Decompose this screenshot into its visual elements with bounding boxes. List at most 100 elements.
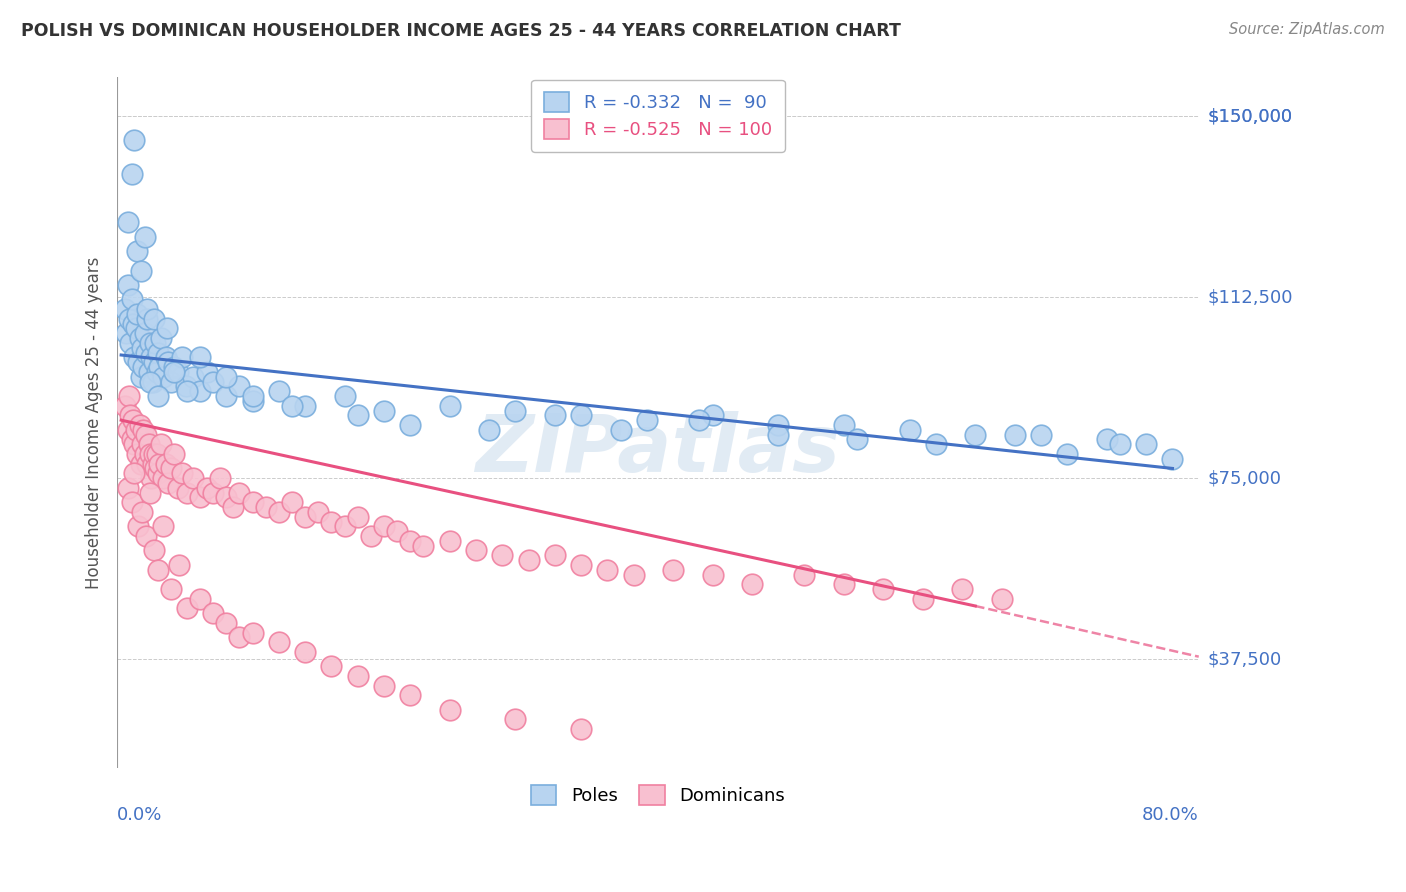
Point [965,427,987,442]
Point [215,615,238,630]
Point [373,519,395,533]
Point [121,293,143,307]
Point [478,423,501,437]
Text: 80.0%: 80.0% [1142,805,1199,823]
Point [346,509,368,524]
Point [145,365,167,379]
Text: $112,500: $112,500 [1208,288,1292,306]
Point [465,543,488,558]
Point [131,505,153,519]
Point [281,495,304,509]
Point [156,321,179,335]
Point [170,467,193,481]
Point [136,457,159,471]
Point [160,375,183,389]
Point [399,533,422,548]
Text: POLISH VS DOMINICAN HOUSEHOLDER INCOME AGES 25 - 44 YEARS CORRELATION CHART: POLISH VS DOMINICAN HOUSEHOLDER INCOME A… [21,22,901,40]
Point [163,365,186,379]
Point [141,351,163,365]
Point [131,341,153,355]
Point [832,417,855,432]
Point [373,403,395,417]
Point [195,365,218,379]
Point [267,505,290,519]
Point [152,471,174,485]
Point [294,399,316,413]
Point [215,491,238,505]
Point [505,403,527,417]
Point [170,351,193,365]
Point [399,417,422,432]
Point [146,467,169,481]
Point [139,485,162,500]
Point [117,481,139,495]
Point [596,563,619,577]
Point [321,659,343,673]
Point [208,471,231,485]
Point [254,500,277,514]
Point [138,437,160,451]
Point [832,577,855,591]
Point [122,317,145,331]
Point [129,369,152,384]
Point [1135,437,1157,451]
Point [623,567,645,582]
Point [1004,427,1026,442]
Point [609,423,631,437]
Point [1161,451,1184,466]
Point [145,447,167,461]
Point [143,543,166,558]
Point [215,369,238,384]
Point [138,365,160,379]
Point [215,389,238,403]
Point [202,485,225,500]
Text: $75,000: $75,000 [1208,469,1281,487]
Point [155,457,177,471]
Point [188,384,211,399]
Point [741,577,763,591]
Point [134,229,156,244]
Point [188,491,211,505]
Point [491,549,513,563]
Text: $150,000: $150,000 [1208,107,1292,125]
Point [148,457,170,471]
Point [569,409,592,423]
Text: $150,000: $150,000 [1208,107,1292,125]
Point [124,133,146,147]
Point [121,167,143,181]
Point [132,423,155,437]
Point [281,399,304,413]
Point [439,399,461,413]
Point [333,519,356,533]
Point [143,311,166,326]
Point [399,688,422,702]
Point [160,582,183,596]
Point [118,311,141,326]
Point [117,278,139,293]
Point [135,427,157,442]
Point [125,307,148,321]
Text: ZIPatlas: ZIPatlas [475,411,841,489]
Point [155,351,177,365]
Point [373,679,395,693]
Y-axis label: Householder Income Ages 25 - 44 years: Householder Income Ages 25 - 44 years [86,256,103,589]
Point [142,457,165,471]
Point [136,302,159,317]
Point [202,606,225,620]
Point [346,409,368,423]
Point [129,457,152,471]
Point [188,351,211,365]
Point [146,345,169,359]
Point [127,355,149,369]
Point [950,582,973,596]
Point [267,635,290,649]
Point [898,423,921,437]
Point [125,447,148,461]
Point [114,399,136,413]
Point [517,553,540,567]
Point [188,591,211,606]
Point [160,461,183,475]
Point [872,582,894,596]
Point [125,244,148,259]
Point [1109,437,1132,451]
